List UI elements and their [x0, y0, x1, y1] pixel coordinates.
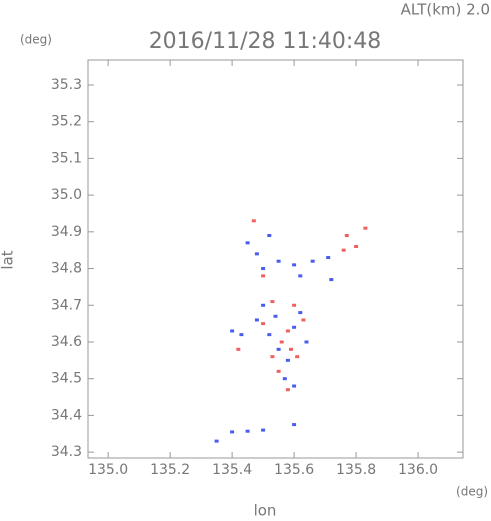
radar-cell: [270, 300, 275, 304]
y-tick-label: 34.8: [51, 261, 82, 277]
altitude-label: ALT(km) 2.0: [401, 1, 490, 19]
radar-cell: [230, 329, 235, 333]
y-tick-label: 34.7: [51, 297, 82, 313]
radar-cell: [214, 439, 219, 443]
radar-cell: [270, 355, 275, 359]
radar-cell: [273, 314, 278, 318]
radar-cell: [288, 347, 293, 351]
radar-cell: [292, 384, 297, 388]
radar-cell: [298, 274, 303, 278]
radar-cell: [298, 311, 303, 315]
radar-cell: [292, 303, 297, 307]
radar-cell: [254, 318, 259, 322]
radar-cell: [230, 430, 235, 434]
x-tick-label: 135.2: [150, 462, 190, 478]
y-tick-label: 35.2: [51, 114, 82, 130]
y-unit: (deg): [20, 33, 52, 47]
y-tick-label: 34.4: [51, 407, 82, 423]
radar-cell: [279, 340, 284, 344]
radar-cell: [267, 333, 272, 337]
radar-cell: [285, 388, 290, 392]
x-unit: (deg): [456, 485, 488, 499]
radar-cell: [292, 423, 297, 427]
y-tick-label: 34.9: [51, 224, 82, 240]
x-tick-label: 135.4: [212, 462, 252, 478]
y-tick-label: 35.0: [51, 187, 82, 203]
radar-cell: [282, 377, 287, 381]
radar-cell: [254, 252, 259, 256]
x-axis-label: lon: [254, 502, 277, 520]
y-tick-label: 34.5: [51, 371, 82, 387]
radar-cell: [295, 355, 300, 359]
radar-cell: [310, 259, 315, 263]
x-tick-label: 135.6: [274, 462, 314, 478]
radar-cell: [363, 226, 368, 230]
x-tick-label: 136.0: [398, 462, 438, 478]
chart-title: 2016/11/28 11:40:48: [149, 29, 382, 54]
radar-cell: [344, 234, 349, 238]
radar-cell: [245, 241, 250, 245]
radar-cell: [239, 333, 244, 337]
radar-cell: [261, 428, 266, 432]
radar-cell: [285, 358, 290, 362]
radar-cell: [301, 318, 306, 322]
radar-cell: [236, 347, 241, 351]
radar-cell: [341, 248, 346, 252]
radar-cell: [285, 329, 290, 333]
y-axis-label: lat: [0, 250, 17, 269]
plot-frame: [87, 59, 464, 459]
radar-cell: [261, 322, 266, 326]
y-tick-label: 35.3: [51, 77, 82, 93]
radar-cell: [245, 429, 250, 433]
y-tick-label: 34.6: [51, 334, 82, 350]
y-tick-label: 35.1: [51, 150, 82, 166]
radar-cell: [276, 369, 281, 373]
radar-cell: [261, 267, 266, 271]
x-tick-label: 135.0: [88, 462, 128, 478]
radar-cell: [276, 259, 281, 263]
radar-cell: [326, 256, 331, 260]
x-tick-label: 135.8: [336, 462, 376, 478]
radar-cell: [329, 278, 334, 282]
radar-cell: [354, 245, 359, 249]
radar-cell: [292, 263, 297, 267]
radar-cell: [304, 340, 309, 344]
radar-cell: [276, 347, 281, 351]
radar-cell: [261, 274, 266, 278]
y-tick-label: 34.3: [51, 444, 82, 460]
radar-cell: [292, 325, 297, 329]
radar-cell: [261, 303, 266, 307]
radar-cell: [267, 234, 272, 238]
radar-cell: [251, 219, 256, 223]
